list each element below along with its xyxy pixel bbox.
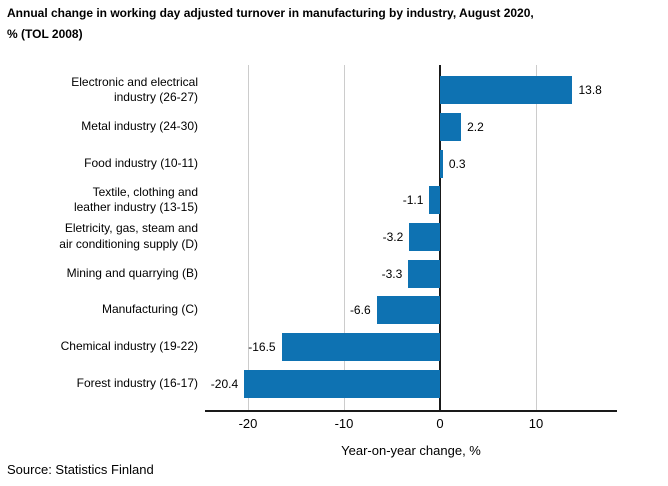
value-label: -20.4 bbox=[210, 376, 239, 391]
value-label: -3.3 bbox=[381, 266, 403, 281]
plot-area: 13.8 2.2 0.3 -1.1 -3.2 -3.3 -6.6 -16.5 -20.4 bbox=[205, 65, 617, 412]
chart-title-line1: Annual change in working day adjusted tu… bbox=[7, 6, 534, 20]
category-label: Food industry (10-11) bbox=[84, 155, 198, 170]
value-label: -1.1 bbox=[402, 193, 424, 208]
chart-title: Annual change in working day adjusted tu… bbox=[7, 3, 534, 45]
chart-title-line2: % (TOL 2008) bbox=[7, 27, 83, 41]
x-tick-label: 10 bbox=[528, 416, 544, 431]
category-label: Electronic and electrical industry (26-2… bbox=[71, 74, 198, 105]
zero-baseline bbox=[439, 65, 441, 410]
bar bbox=[244, 369, 440, 398]
category-label: Mining and quarrying (B) bbox=[66, 265, 198, 280]
value-label: 13.8 bbox=[578, 83, 602, 98]
gridline bbox=[536, 65, 537, 410]
value-label: 0.3 bbox=[448, 156, 466, 171]
category-label: Chemical industry (19-22) bbox=[60, 339, 198, 354]
value-label: 2.2 bbox=[467, 120, 484, 134]
bar bbox=[281, 333, 440, 361]
value-label: -6.6 bbox=[349, 303, 371, 318]
value-label: -3.2 bbox=[382, 230, 404, 244]
bar bbox=[376, 296, 440, 325]
source-note: Source: Statistics Finland bbox=[7, 462, 154, 477]
x-tick-label: 0 bbox=[436, 416, 444, 431]
gridline bbox=[344, 65, 345, 410]
category-label: Metal industry (24-30) bbox=[81, 119, 198, 134]
x-tick-label: -10 bbox=[334, 416, 354, 431]
bar bbox=[409, 223, 440, 251]
category-label: Textile, clothing and leather industry (… bbox=[73, 184, 198, 215]
category-label: Eletricity, gas, steam and air condition… bbox=[59, 221, 198, 251]
category-label: Forest industry (16-17) bbox=[76, 375, 198, 390]
value-label: -16.5 bbox=[248, 340, 276, 354]
bar bbox=[440, 113, 462, 141]
category-label: Manufacturing (C) bbox=[101, 302, 198, 317]
gridline bbox=[248, 65, 249, 410]
bar bbox=[429, 186, 440, 215]
x-axis-title: Year-on-year change, % bbox=[341, 443, 481, 458]
bar bbox=[440, 149, 443, 178]
x-tick-label: -20 bbox=[238, 416, 258, 431]
bar bbox=[408, 259, 440, 288]
bar bbox=[440, 76, 573, 105]
